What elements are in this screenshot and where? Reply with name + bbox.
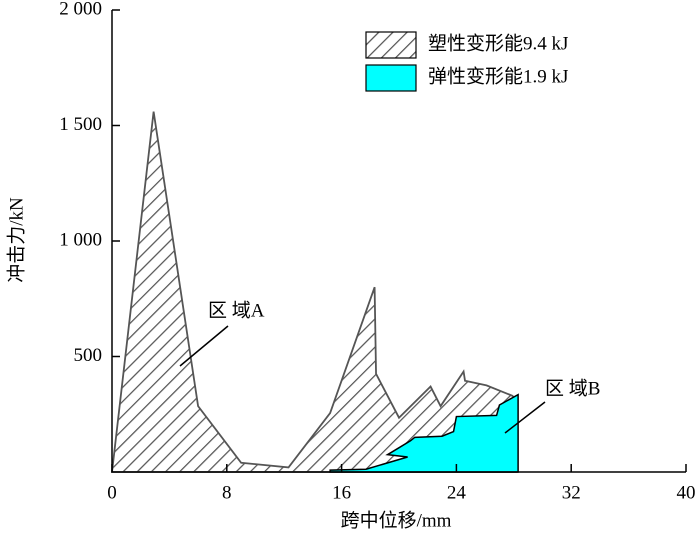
- x-axis-label: 跨中位移/mm: [341, 509, 452, 531]
- x-tick-label: 32: [562, 482, 581, 503]
- y-axis-label: 冲击力/kN: [5, 197, 27, 283]
- x-tick-label: 8: [222, 482, 232, 503]
- y-tick-label: 2 000: [59, 0, 102, 19]
- legend-swatch: [365, 64, 417, 92]
- y-tick-label: 500: [74, 345, 103, 366]
- y-tick-label: 1 500: [59, 114, 102, 135]
- x-tick-label: 0: [107, 482, 117, 503]
- x-tick-label: 40: [677, 482, 696, 503]
- x-tick-label: 24: [447, 482, 467, 503]
- legend-label: 塑性变形能9.4 kJ: [428, 32, 568, 54]
- legend-swatch: [365, 31, 417, 59]
- annotation: 区 域B: [545, 377, 600, 399]
- x-tick-label: 16: [332, 482, 351, 503]
- annotation-line: [179, 325, 229, 367]
- annotation: 区 域A: [208, 299, 265, 321]
- annotation-line: [504, 401, 546, 434]
- area: [329, 393, 519, 473]
- y-tick-label: 1 000: [59, 229, 102, 250]
- legend-label: 弹性变形能1.9 kJ: [428, 65, 568, 87]
